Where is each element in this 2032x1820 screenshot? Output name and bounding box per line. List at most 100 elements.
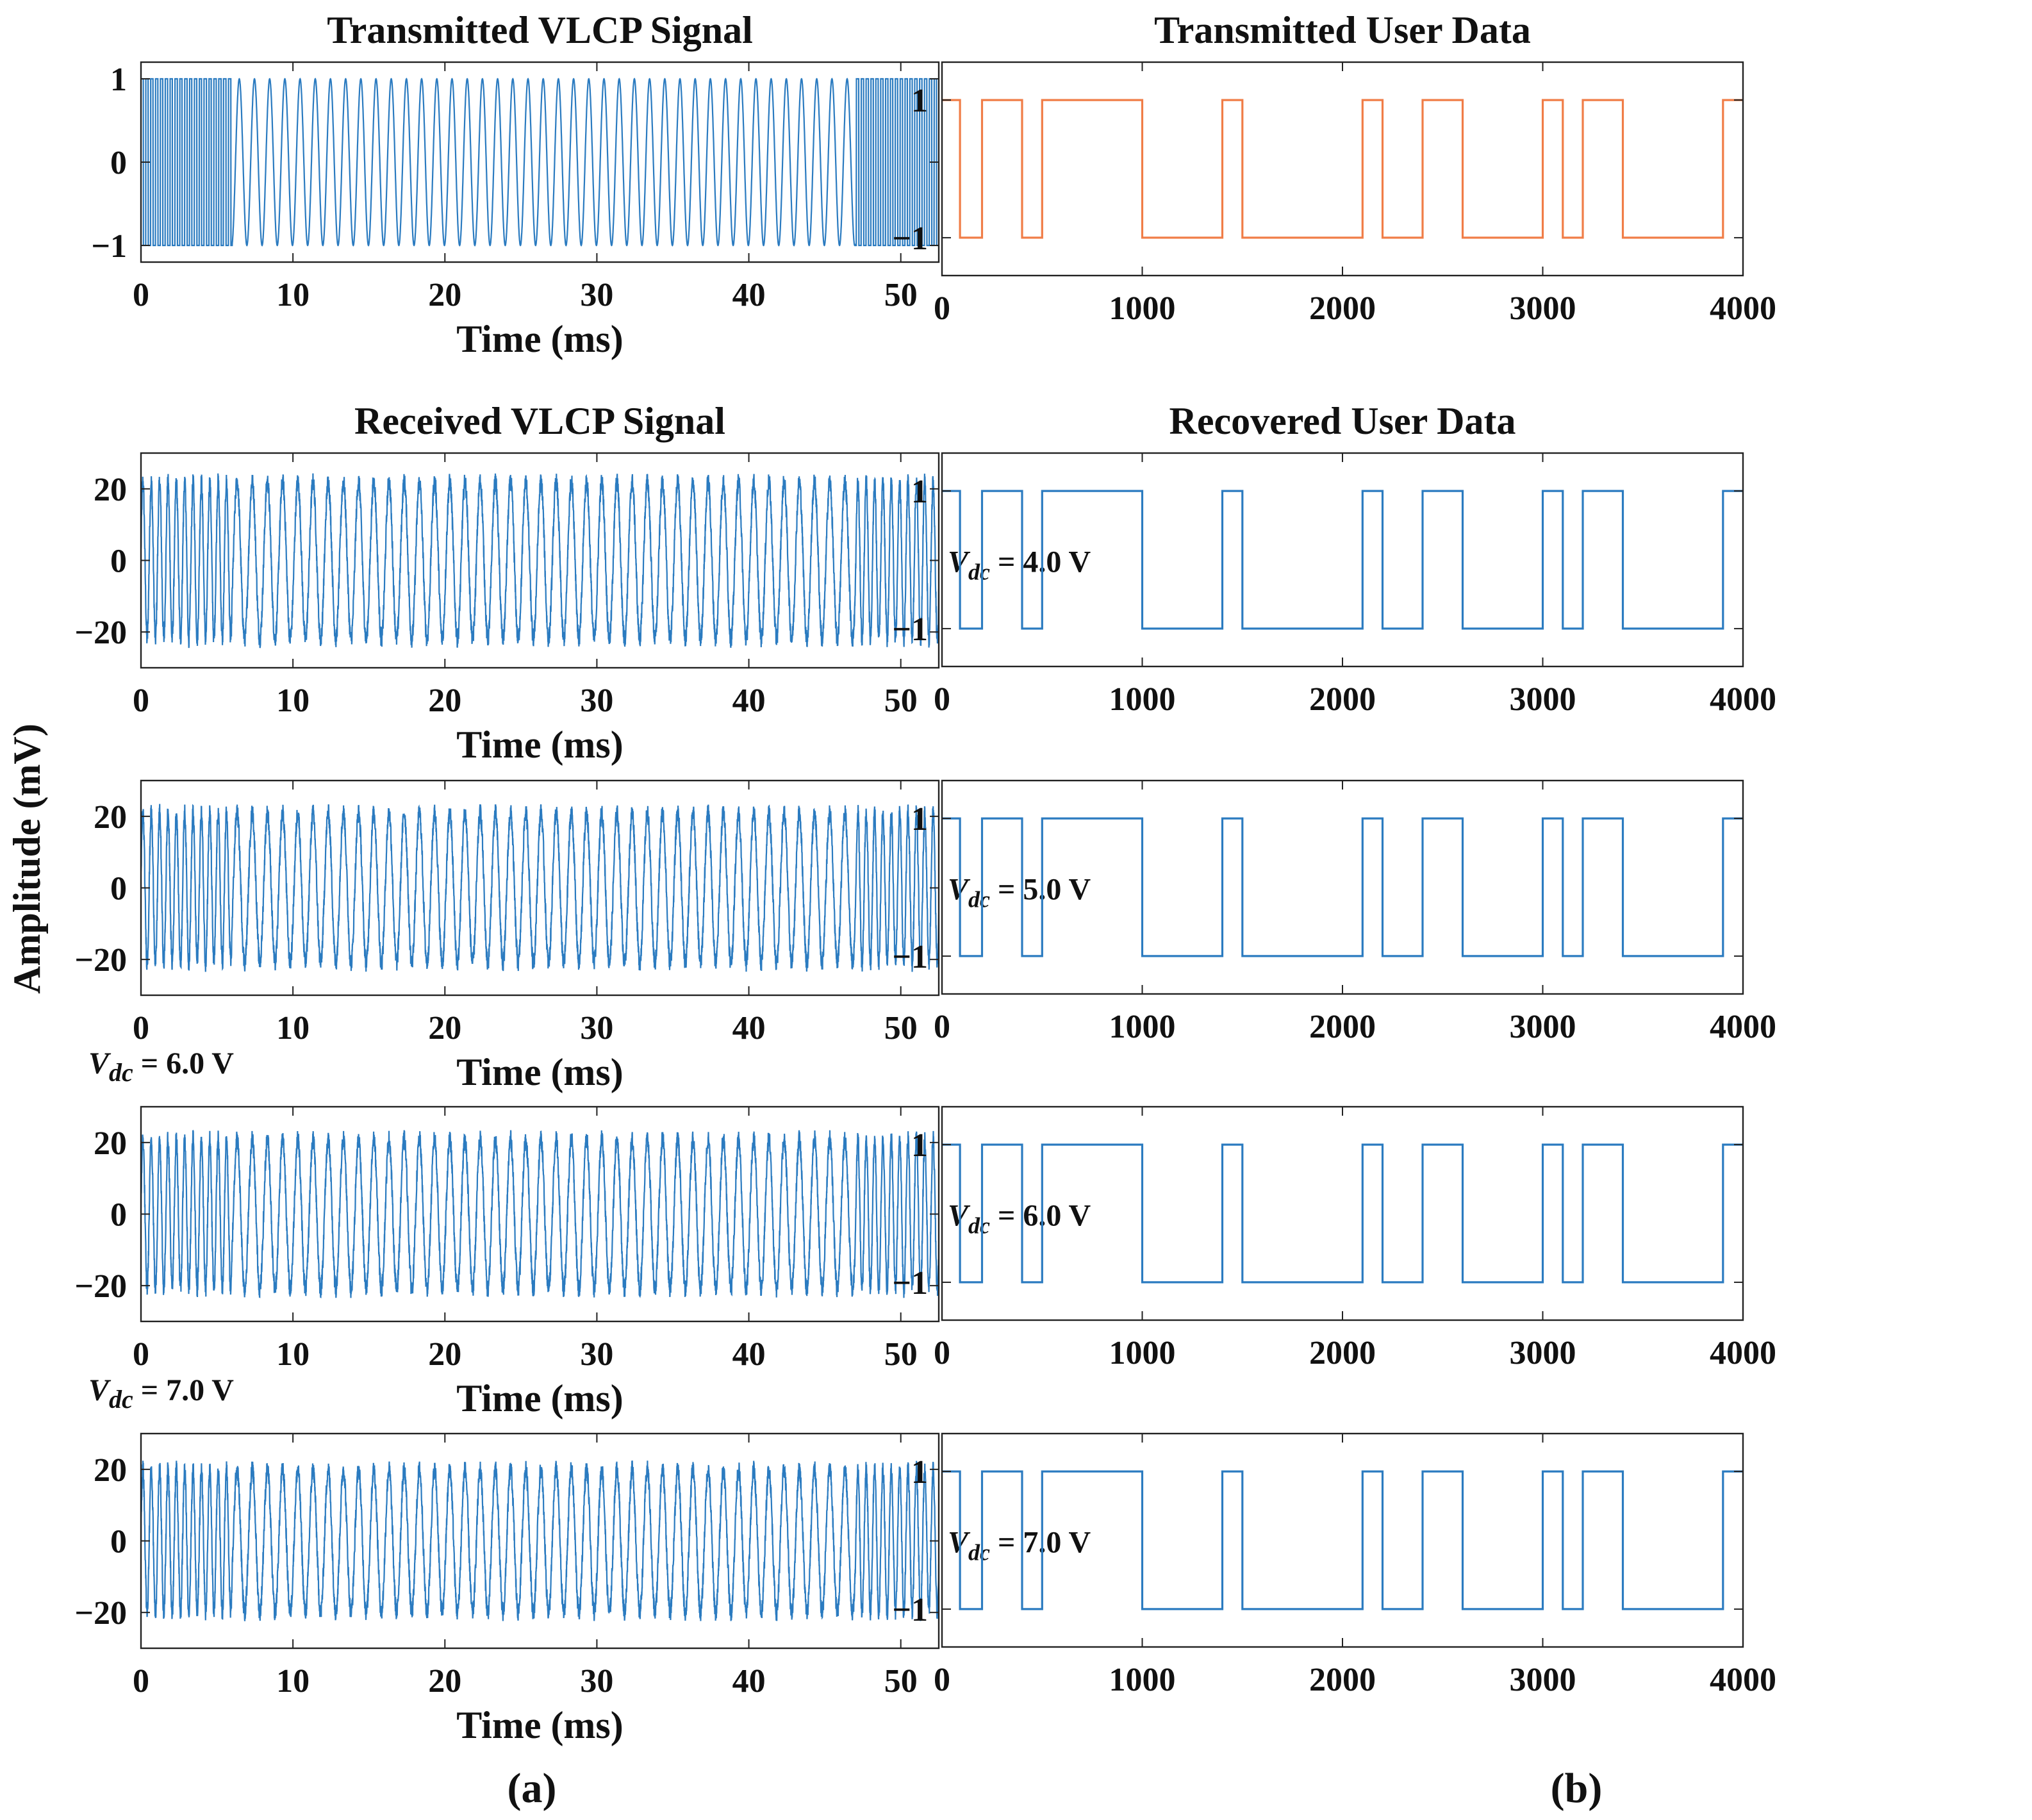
global-y-axis-label: Amplitude (mV) [6, 724, 48, 994]
x-tick-label-rx-7v-3: 30 [580, 1663, 613, 1700]
y-tick-label-rx-data-6v-0: −1 [892, 1265, 928, 1302]
y-tick-label-rx-5v-2: 20 [94, 799, 127, 836]
y-tick-label-rx-data-6v-1: 1 [911, 1127, 928, 1164]
y-tick-label-rx-4v-1: 0 [110, 543, 127, 580]
x-tick-label-rx-data-7v-4: 4000 [1710, 1662, 1776, 1698]
chart-title-tx-data: Transmitted User Data [1154, 9, 1531, 51]
signal-series-rx-5v [141, 804, 939, 972]
x-tick-label-tx-data-1: 1000 [1109, 290, 1176, 327]
x-axis-label-tx-signal: Time (ms) [456, 318, 624, 360]
x-axis-label-rx-5v: Time (ms) [456, 1051, 624, 1093]
y-tick-label-rx-6v-0: −20 [74, 1268, 127, 1305]
x-tick-label-rx-data-6v-3: 3000 [1510, 1335, 1576, 1371]
x-tick-label-rx-5v-1: 10 [276, 1010, 310, 1046]
y-tick-label-tx-data-1: 1 [911, 83, 928, 119]
signal-series-rx-4v [141, 473, 939, 649]
x-tick-label-rx-6v-1: 10 [276, 1336, 310, 1373]
x-tick-label-rx-data-6v-2: 2000 [1309, 1335, 1376, 1371]
x-tick-label-rx-data-6v-1: 1000 [1109, 1335, 1176, 1371]
x-tick-label-tx-signal-5: 50 [884, 277, 918, 313]
x-tick-label-rx-5v-2: 20 [428, 1010, 461, 1046]
x-tick-label-rx-7v-5: 50 [884, 1663, 918, 1700]
chart-title-rx-4v: Received VLCP Signal [354, 400, 725, 442]
y-tick-label-rx-data-5v-0: −1 [892, 939, 928, 975]
chart-rx-data-7v: 0 1000 2000 3000 4000 −1 1 [892, 1432, 1776, 1698]
x-tick-label-rx-7v-1: 10 [276, 1663, 310, 1700]
x-tick-label-rx-data-5v-3: 3000 [1510, 1009, 1576, 1045]
x-axis-label-rx-6v: Time (ms) [456, 1377, 624, 1419]
y-tick-label-rx-7v-1: 0 [110, 1524, 127, 1560]
x-tick-label-rx-4v-4: 40 [732, 682, 766, 719]
x-tick-label-rx-4v-3: 30 [580, 682, 613, 719]
x-tick-label-rx-data-5v-1: 1000 [1109, 1009, 1176, 1045]
x-tick-label-tx-data-3: 3000 [1510, 290, 1576, 327]
x-tick-label-rx-4v-0: 0 [133, 682, 149, 719]
y-tick-label-rx-data-7v-0: −1 [892, 1592, 928, 1628]
signal-series-rx-7v [141, 1460, 939, 1621]
x-tick-label-rx-data-4v-4: 4000 [1710, 681, 1776, 718]
x-tick-label-rx-5v-5: 50 [884, 1010, 918, 1046]
chart-rx-data-6v: 0 1000 2000 3000 4000 −1 1 [892, 1105, 1776, 1371]
x-tick-label-rx-data-5v-0: 0 [934, 1009, 950, 1045]
x-tick-label-rx-data-4v-3: 3000 [1510, 681, 1576, 718]
x-axis-label-rx-7v: Time (ms) [456, 1704, 624, 1746]
y-tick-label-tx-data-0: −1 [892, 220, 928, 257]
data-series-rx-data-6v [942, 1143, 1743, 1284]
chart-rx-data-5v: 0 1000 2000 3000 4000 −1 1 [892, 779, 1776, 1045]
y-tick-label-rx-7v-2: 20 [94, 1452, 127, 1489]
x-tick-label-rx-data-7v-2: 2000 [1309, 1662, 1376, 1698]
y-tick-label-rx-data-5v-1: 1 [911, 801, 928, 838]
x-tick-label-rx-data-7v-0: 0 [934, 1662, 950, 1698]
y-tick-label-rx-6v-2: 20 [94, 1125, 127, 1162]
y-tick-label-tx-signal-0: −1 [91, 228, 127, 265]
y-tick-label-tx-signal-2: 1 [110, 62, 127, 98]
y-tick-label-tx-signal-1: 0 [110, 145, 127, 181]
y-tick-label-rx-data-4v-1: 1 [911, 474, 928, 510]
x-tick-label-rx-data-5v-4: 4000 [1710, 1009, 1776, 1045]
data-series-rx-data-5v [942, 817, 1743, 957]
x-tick-label-rx-data-6v-4: 4000 [1710, 1335, 1776, 1371]
vdc-annotation-rx-6v: Vdc = 6.0 V [948, 1199, 1091, 1239]
x-tick-label-rx-data-6v-0: 0 [934, 1335, 950, 1371]
x-tick-label-rx-data-4v-2: 2000 [1309, 681, 1376, 718]
x-tick-label-rx-6v-3: 30 [580, 1336, 613, 1373]
chart-title-rx-data-4v: Recovered User Data [1169, 400, 1516, 442]
x-tick-label-tx-data-0: 0 [934, 290, 950, 327]
y-tick-label-rx-4v-2: 20 [94, 472, 127, 508]
x-tick-label-rx-4v-1: 10 [276, 682, 310, 719]
x-tick-label-rx-data-4v-0: 0 [934, 681, 950, 718]
x-tick-label-rx-data-7v-3: 3000 [1510, 1662, 1576, 1698]
y-tick-label-rx-4v-0: −20 [74, 615, 127, 651]
panel-label-a: (a) [508, 1765, 557, 1812]
x-tick-label-rx-5v-4: 40 [732, 1010, 766, 1046]
x-tick-label-rx-7v-2: 20 [428, 1663, 461, 1700]
signal-series-tx-signal [141, 78, 939, 247]
chart-title-tx-signal: Transmitted VLCP Signal [327, 9, 753, 51]
x-tick-label-rx-7v-4: 40 [732, 1663, 766, 1700]
y-tick-label-rx-7v-0: −20 [74, 1595, 127, 1632]
x-tick-label-rx-6v-5: 50 [884, 1336, 918, 1373]
signal-series-rx-6v [141, 1130, 939, 1298]
x-tick-label-tx-signal-2: 20 [428, 277, 461, 313]
chart-tx-data: 0 1000 2000 3000 4000 −1 1 Transmitted User Dat… [892, 9, 1776, 327]
x-tick-label-rx-6v-2: 20 [428, 1336, 461, 1373]
y-tick-label-rx-data-4v-0: −1 [892, 611, 928, 648]
data-series-tx-data [942, 99, 1743, 239]
vdc-extra-annotation-rx-6v: Vdc = 6.0 V [88, 1046, 234, 1087]
y-tick-label-rx-6v-1: 0 [110, 1197, 127, 1234]
vdc-extra-annotation-rx-7v: Vdc = 7.0 V [88, 1373, 234, 1414]
x-tick-label-rx-5v-3: 30 [580, 1010, 613, 1046]
x-tick-label-tx-data-4: 4000 [1710, 290, 1776, 327]
x-tick-label-rx-data-7v-1: 1000 [1109, 1662, 1176, 1698]
x-tick-label-rx-6v-4: 40 [732, 1336, 766, 1373]
x-tick-label-tx-signal-0: 0 [133, 277, 149, 313]
y-tick-label-rx-5v-0: −20 [74, 942, 127, 979]
x-tick-label-tx-signal-3: 30 [580, 277, 613, 313]
x-tick-label-rx-6v-0: 0 [133, 1336, 149, 1373]
